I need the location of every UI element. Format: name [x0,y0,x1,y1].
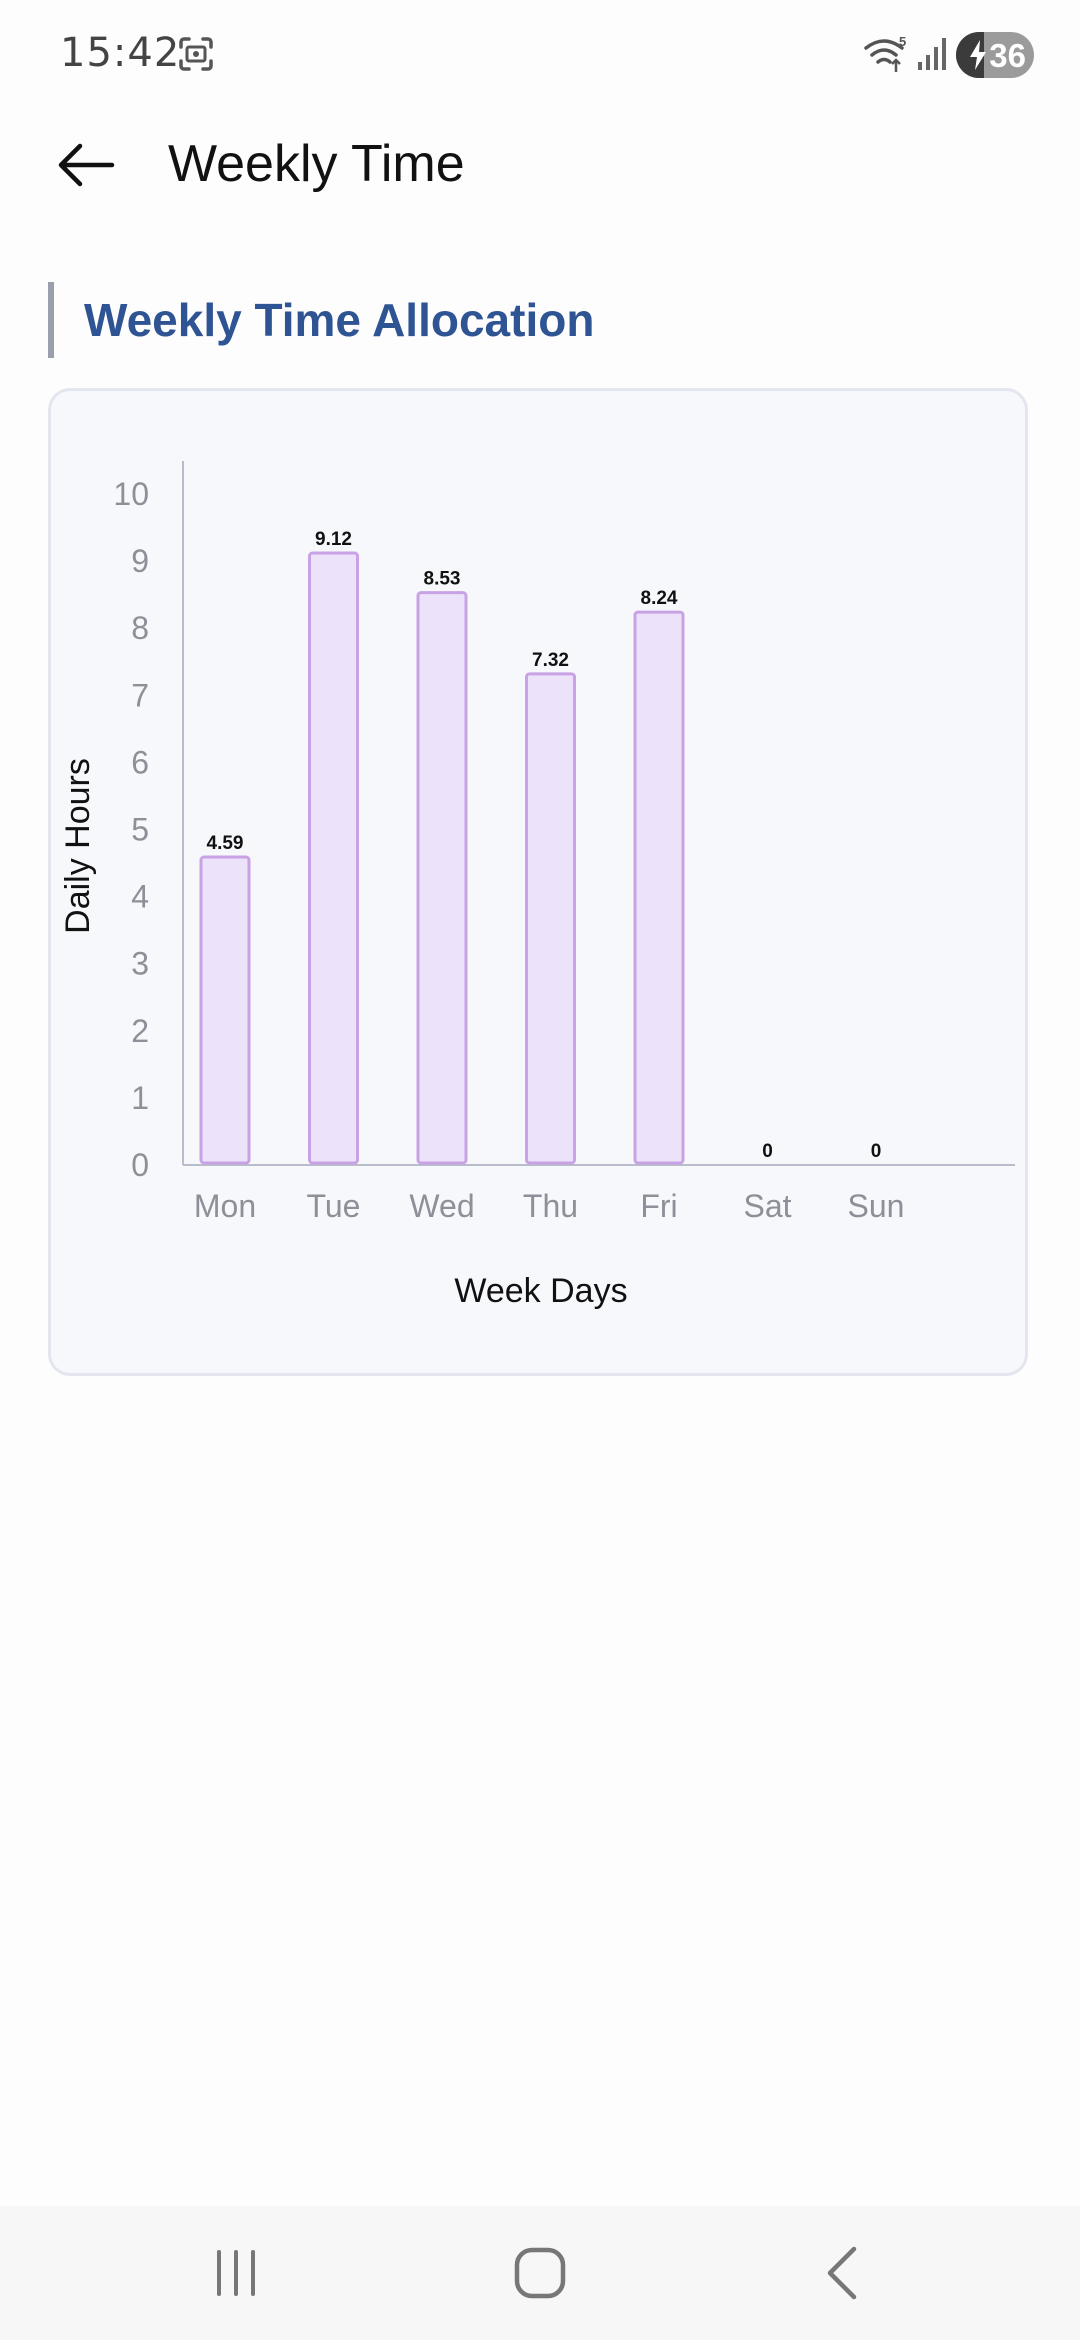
section-header: Weekly Time Allocation [48,282,594,358]
y-tick-label: 6 [131,744,149,780]
y-tick-label: 8 [131,610,149,646]
y-axis-title: Daily Hours [59,758,97,934]
y-tick-label: 0 [131,1147,149,1183]
home-button[interactable] [480,2231,600,2315]
y-tick-label: 2 [131,1013,149,1049]
bar-chart: 0 1 2 3 4 5 6 7 8 9 10 4.59 Mon 9.12 Tue 8.53 Wed 7.32 Thu… [59,461,1015,1310]
status-time: 15:42 [60,30,181,76]
battery-charging-icon [970,40,986,70]
bar [416,591,468,1165]
navigation-bar [0,2206,1080,2340]
x-tick-label: Thu [523,1188,578,1224]
arrow-left-icon [58,143,115,187]
data-label: 8.24 [641,588,678,609]
x-tick-label: Sat [743,1188,791,1224]
y-tick-label: 1 [131,1080,149,1116]
x-tick-label: Fri [640,1188,677,1224]
y-tick-label: 3 [131,946,149,982]
data-label: 9.12 [315,529,352,550]
svg-text:5: 5 [899,34,906,49]
x-tick-label: Tue [307,1188,361,1224]
status-bar: 15:42 5 36 [0,0,1080,110]
signal-icon [918,38,946,70]
data-label: 8.53 [424,569,461,590]
bar [525,672,576,1165]
data-label: 4.59 [207,833,244,854]
y-tick-label: 10 [113,476,149,512]
back-button[interactable] [48,130,124,200]
recent-apps-button[interactable] [176,2231,296,2315]
bar [199,855,251,1165]
x-tick-label: Mon [194,1188,256,1224]
y-tick-label: 9 [131,543,149,579]
battery-level-text: 36 [989,37,1026,74]
home-icon [514,2247,566,2299]
data-label: 7.32 [532,650,569,671]
data-label: 0 [762,1141,773,1162]
section-title: Weekly Time Allocation [84,294,595,346]
back-icon [827,2246,857,2300]
x-tick-label: Wed [409,1188,474,1224]
x-tick-label: Sun [848,1188,905,1224]
bar [308,551,359,1165]
battery-indicator: 36 [956,32,1034,78]
screenshot-icon [179,37,213,71]
data-label: 0 [871,1141,882,1162]
y-tick-label: 7 [131,677,149,713]
y-tick-label: 4 [131,879,149,915]
system-back-button[interactable] [782,2231,902,2315]
app-bar: Weekly Time [0,110,1080,220]
x-axis-title: Week Days [454,1272,627,1310]
bar [633,610,685,1165]
wifi-icon: 5 [864,34,906,72]
recent-apps-icon [217,2250,255,2296]
y-tick-label: 5 [131,812,149,848]
page-title: Weekly Time [168,135,465,193]
chart-card: 0 1 2 3 4 5 6 7 8 9 10 4.59 Mon 9.12 Tue 8.53 Wed 7.32 Thu… [48,388,1028,1376]
